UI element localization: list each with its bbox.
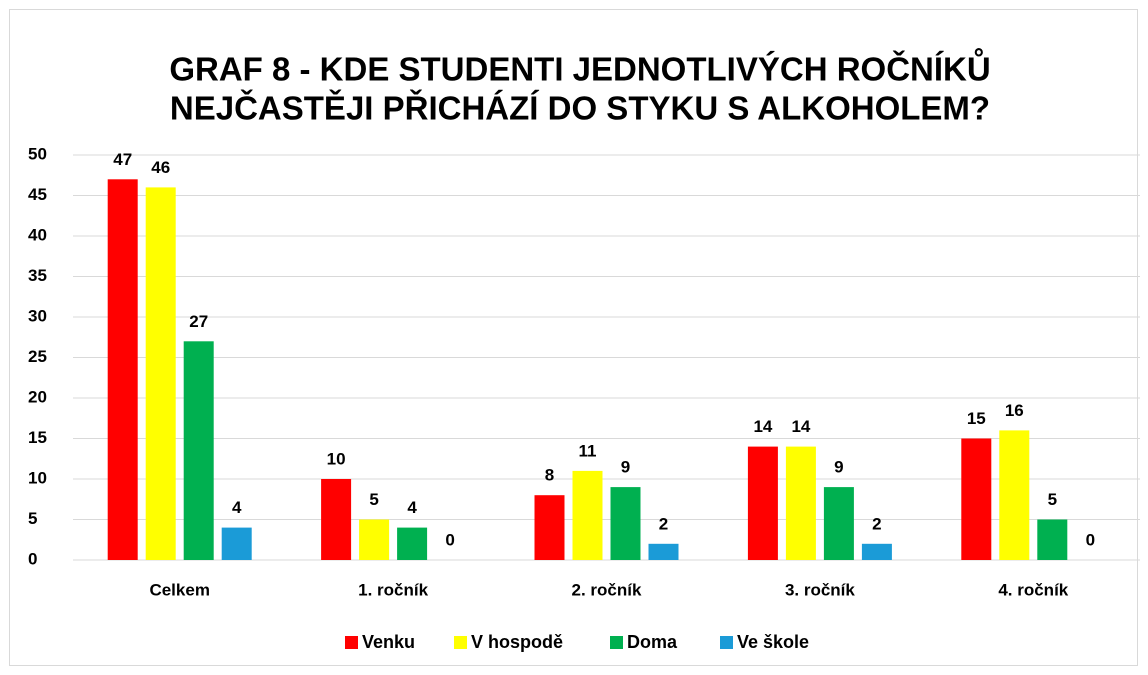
bar	[648, 543, 679, 560]
x-tick-label: Celkem	[149, 580, 209, 599]
data-label: 11	[579, 441, 597, 460]
data-label: 15	[967, 409, 986, 428]
data-label: 4	[232, 498, 242, 517]
legend-swatch	[610, 636, 623, 649]
chart-title: GRAF 8 - KDE STUDENTI JEDNOTLIVÝCH ROČNÍ…	[169, 48, 990, 88]
bar	[221, 527, 252, 560]
bar	[107, 179, 138, 561]
data-label: 2	[872, 514, 881, 533]
bar	[359, 519, 390, 560]
data-label: 0	[1086, 530, 1095, 549]
data-label: 16	[1005, 401, 1024, 420]
data-label: 46	[151, 158, 170, 177]
legend-swatch	[454, 636, 467, 649]
y-tick-label: 35	[28, 266, 47, 285]
data-label: 0	[445, 530, 454, 549]
bar	[572, 470, 603, 560]
x-tick-label: 4. ročník	[998, 580, 1068, 599]
x-tick-label: 2. ročník	[572, 580, 642, 599]
y-tick-label: 45	[28, 185, 47, 204]
legend-label: Ve škole	[737, 632, 809, 652]
y-tick-label: 15	[28, 428, 47, 447]
bar	[1037, 519, 1068, 560]
bar	[183, 341, 214, 560]
bar	[747, 446, 778, 560]
legend-swatch	[720, 636, 733, 649]
bar	[999, 430, 1030, 560]
y-tick-label: 20	[28, 387, 47, 406]
x-tick-label: 1. ročník	[358, 580, 428, 599]
chart-title: NEJČASTĚJI PŘICHÁZÍ DO STYKU S ALKOHOLEM…	[170, 89, 990, 127]
data-label: 5	[369, 490, 378, 509]
y-tick-label: 40	[28, 225, 47, 244]
y-tick-label: 30	[28, 306, 47, 325]
data-label: 14	[791, 417, 810, 436]
bar	[145, 187, 176, 560]
data-label: 14	[753, 417, 772, 436]
bar	[534, 495, 565, 560]
data-label: 9	[621, 458, 630, 477]
y-tick-label: 0	[28, 549, 37, 568]
legend-label: Doma	[627, 632, 678, 652]
data-label: 10	[327, 449, 346, 468]
bar	[397, 527, 428, 560]
data-label: 27	[189, 312, 208, 331]
bar	[610, 487, 641, 560]
data-label: 8	[545, 466, 554, 485]
bar	[823, 487, 854, 560]
legend-label: V hospodě	[471, 632, 563, 652]
data-label: 4	[407, 498, 417, 517]
data-label: 47	[113, 150, 132, 169]
data-label: 2	[659, 514, 668, 533]
y-tick-label: 5	[28, 509, 37, 528]
data-label: 5	[1048, 490, 1057, 509]
legend-label: Venku	[362, 632, 415, 652]
data-label: 9	[834, 458, 843, 477]
bar	[785, 446, 816, 560]
y-tick-label: 50	[28, 144, 47, 163]
x-tick-label: 3. ročník	[785, 580, 855, 599]
bar	[961, 438, 992, 560]
y-tick-label: 25	[28, 347, 47, 366]
y-tick-label: 10	[28, 468, 47, 487]
bar	[321, 479, 352, 560]
bar	[861, 543, 892, 560]
legend-swatch	[345, 636, 358, 649]
